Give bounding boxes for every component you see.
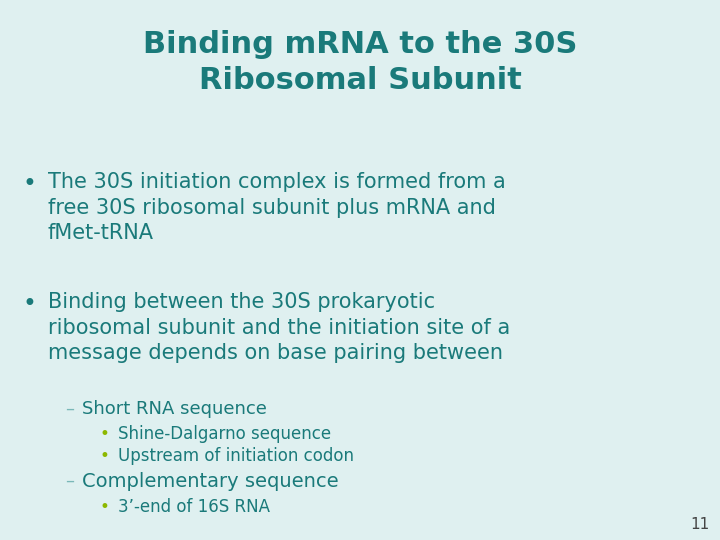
Text: Binding mRNA to the 30S
Ribosomal Subunit: Binding mRNA to the 30S Ribosomal Subuni…	[143, 30, 577, 95]
Text: •: •	[100, 498, 110, 516]
Text: Shine-Dalgarno sequence: Shine-Dalgarno sequence	[118, 425, 331, 443]
Text: •: •	[22, 172, 36, 196]
Text: •: •	[100, 447, 110, 465]
Text: –: –	[65, 400, 74, 418]
Text: •: •	[100, 425, 110, 443]
Text: The 30S initiation complex is formed from a
free 30S ribosomal subunit plus mRNA: The 30S initiation complex is formed fro…	[48, 172, 505, 243]
Text: Upstream of initiation codon: Upstream of initiation codon	[118, 447, 354, 465]
Text: Short RNA sequence: Short RNA sequence	[82, 400, 267, 418]
Text: •: •	[22, 292, 36, 316]
Text: –: –	[65, 472, 74, 490]
Text: 11: 11	[690, 517, 710, 532]
Text: 3’-end of 16S RNA: 3’-end of 16S RNA	[118, 498, 270, 516]
Text: Binding between the 30S prokaryotic
ribosomal subunit and the initiation site of: Binding between the 30S prokaryotic ribo…	[48, 292, 510, 363]
Text: Complementary sequence: Complementary sequence	[82, 472, 338, 491]
